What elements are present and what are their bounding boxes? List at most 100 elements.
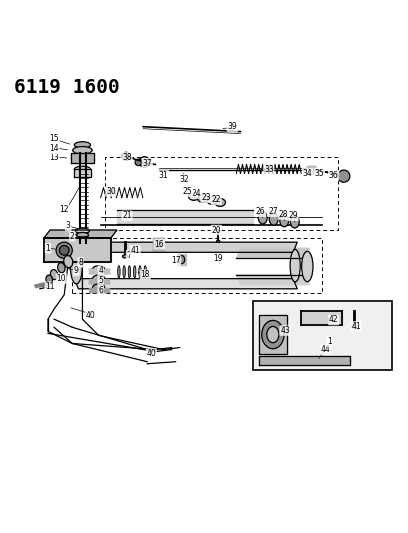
Text: 43: 43	[280, 326, 290, 335]
Polygon shape	[236, 248, 309, 259]
Text: 26: 26	[256, 207, 266, 216]
Text: 24: 24	[191, 189, 201, 198]
Text: 35: 35	[315, 169, 324, 178]
Text: 15: 15	[49, 134, 59, 143]
Polygon shape	[74, 169, 91, 177]
Ellipse shape	[290, 249, 300, 282]
Polygon shape	[259, 315, 287, 353]
Ellipse shape	[128, 265, 131, 278]
Polygon shape	[117, 210, 253, 224]
Ellipse shape	[258, 212, 267, 224]
Bar	[253, 301, 392, 370]
Polygon shape	[177, 254, 186, 265]
Text: 41: 41	[130, 246, 140, 255]
Text: 3: 3	[66, 222, 71, 230]
Circle shape	[59, 245, 69, 255]
Text: 21: 21	[122, 212, 132, 220]
Text: 16: 16	[155, 240, 164, 249]
Polygon shape	[89, 279, 109, 282]
Polygon shape	[236, 274, 309, 285]
Text: 27: 27	[268, 207, 278, 216]
Ellipse shape	[188, 192, 199, 200]
Text: 34: 34	[302, 169, 312, 178]
Ellipse shape	[73, 147, 92, 154]
Polygon shape	[307, 166, 315, 173]
Ellipse shape	[93, 275, 105, 282]
Text: 2: 2	[70, 232, 75, 240]
Text: 32: 32	[179, 175, 188, 184]
Ellipse shape	[75, 228, 89, 233]
Polygon shape	[35, 282, 49, 288]
Ellipse shape	[290, 216, 299, 228]
Ellipse shape	[93, 265, 105, 273]
Text: 10: 10	[57, 274, 66, 283]
Text: 1: 1	[327, 337, 332, 346]
Text: 40: 40	[146, 349, 156, 358]
Ellipse shape	[70, 247, 82, 284]
Polygon shape	[301, 311, 342, 325]
Ellipse shape	[46, 275, 53, 284]
Ellipse shape	[207, 197, 217, 204]
Text: 6119 1600: 6119 1600	[13, 78, 119, 97]
Ellipse shape	[50, 270, 58, 280]
Polygon shape	[74, 279, 297, 289]
Ellipse shape	[74, 166, 91, 172]
Polygon shape	[153, 238, 164, 251]
Ellipse shape	[122, 255, 127, 258]
Text: 9: 9	[74, 266, 79, 275]
Text: 20: 20	[211, 225, 221, 235]
Ellipse shape	[155, 240, 161, 248]
Text: 25: 25	[183, 187, 193, 196]
Text: 11: 11	[45, 282, 55, 291]
Text: 12: 12	[60, 205, 69, 214]
Ellipse shape	[123, 265, 125, 278]
Ellipse shape	[93, 284, 105, 291]
Text: 41: 41	[351, 322, 361, 331]
Ellipse shape	[71, 154, 93, 163]
Ellipse shape	[74, 142, 91, 148]
Text: 7: 7	[126, 251, 131, 260]
Ellipse shape	[76, 232, 89, 237]
Polygon shape	[89, 288, 109, 292]
Text: 31: 31	[159, 171, 168, 180]
Text: 6: 6	[98, 286, 103, 295]
Text: 4: 4	[98, 266, 103, 275]
Polygon shape	[44, 230, 117, 238]
Polygon shape	[74, 242, 297, 252]
Ellipse shape	[58, 263, 65, 273]
Ellipse shape	[197, 195, 208, 203]
Text: 28: 28	[278, 210, 288, 219]
Text: 8: 8	[78, 258, 83, 267]
Text: 14: 14	[49, 144, 59, 154]
Circle shape	[56, 242, 72, 259]
Text: 17: 17	[171, 256, 180, 265]
Text: 19: 19	[213, 254, 223, 263]
Ellipse shape	[179, 255, 185, 264]
Ellipse shape	[352, 325, 356, 328]
Polygon shape	[259, 357, 350, 365]
Polygon shape	[44, 238, 111, 262]
Circle shape	[122, 152, 130, 160]
Ellipse shape	[64, 256, 73, 268]
Circle shape	[139, 157, 150, 167]
Ellipse shape	[269, 213, 278, 225]
Text: 13: 13	[49, 152, 59, 161]
Ellipse shape	[280, 215, 289, 227]
Ellipse shape	[133, 265, 136, 278]
Text: 36: 36	[329, 171, 339, 180]
Polygon shape	[71, 153, 94, 163]
Ellipse shape	[144, 265, 146, 278]
Text: 29: 29	[288, 212, 298, 220]
Text: 1: 1	[46, 244, 50, 253]
Text: 18: 18	[140, 270, 150, 279]
Text: 5: 5	[98, 276, 103, 285]
Ellipse shape	[139, 265, 141, 278]
Text: 30: 30	[106, 187, 116, 196]
Text: 40: 40	[86, 311, 95, 320]
Polygon shape	[89, 269, 109, 273]
Text: 44: 44	[321, 345, 330, 354]
Text: 23: 23	[201, 193, 211, 202]
Circle shape	[338, 170, 350, 182]
Text: 37: 37	[142, 159, 152, 168]
Ellipse shape	[262, 320, 284, 349]
